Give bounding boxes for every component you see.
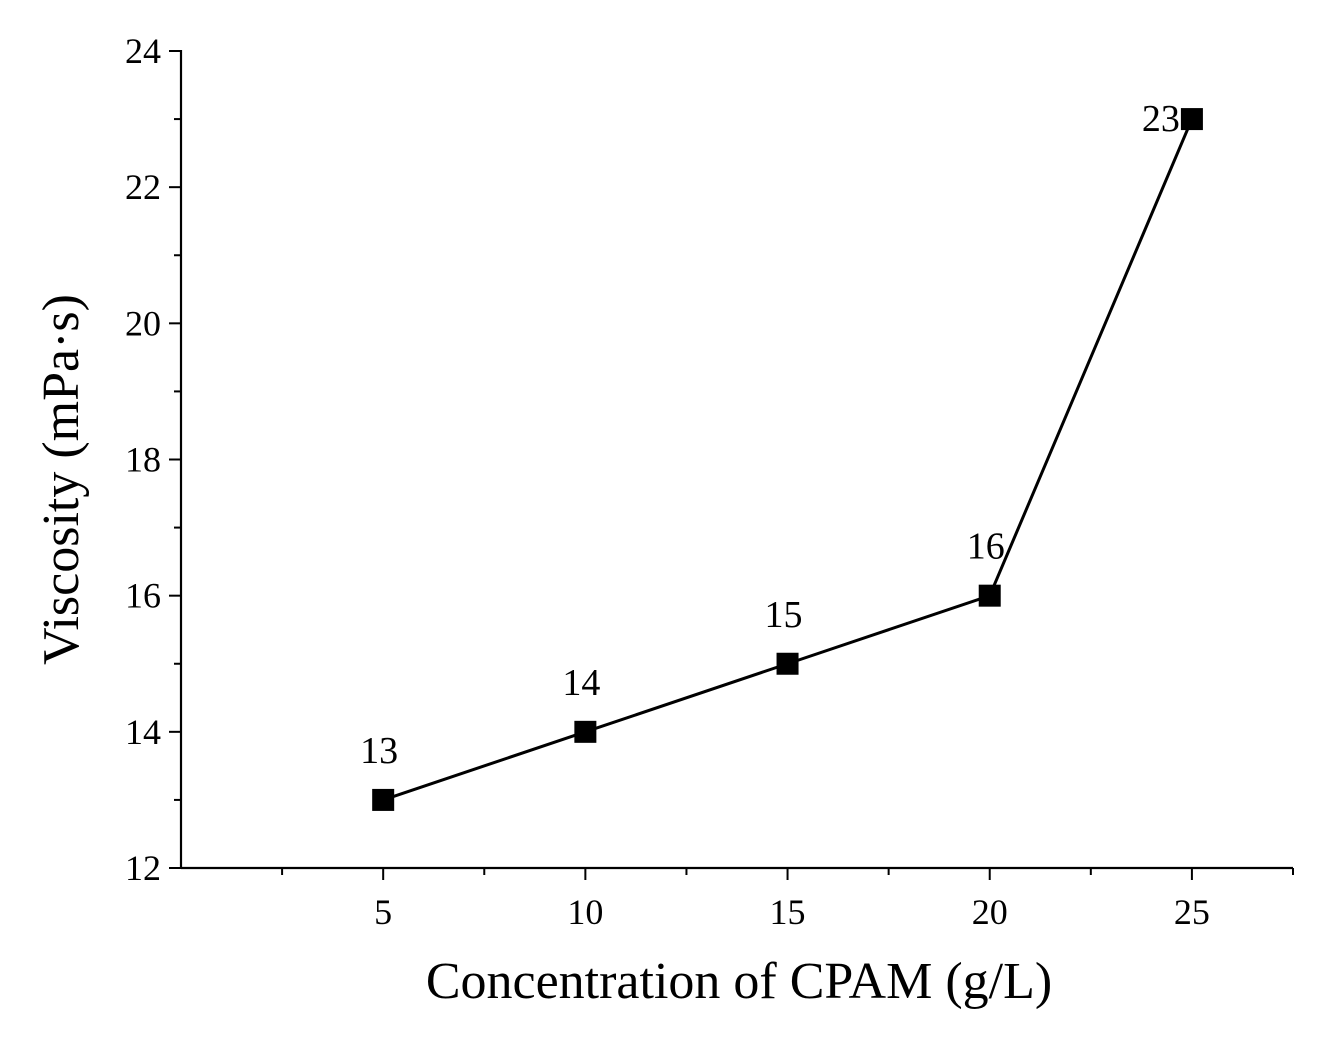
x-ticks: 5 10 15 20 25 (281, 868, 1294, 932)
x-tick-label: 25 (1174, 892, 1210, 932)
y-tick-label: 24 (125, 31, 161, 71)
y-tick-label: 14 (125, 712, 161, 752)
data-point-marker (1180, 108, 1203, 131)
y-axis-title: Viscosity (mPa·s) (33, 294, 90, 665)
data-point-marker (776, 652, 799, 675)
data-point-marker (574, 720, 597, 743)
y-tick-label: 18 (125, 440, 161, 480)
data-label: 13 (360, 730, 398, 772)
x-axis-title: Concentration of CPAM (g/L) (426, 953, 1052, 1010)
x-tick-label: 5 (374, 892, 392, 932)
series-layer: 13 14 15 16 23 (360, 98, 1203, 811)
data-label: 14 (562, 662, 600, 704)
y-tick-label: 16 (125, 576, 161, 616)
data-label: 15 (765, 594, 803, 636)
data-label: 16 (967, 526, 1005, 568)
y-tick-label: 12 (125, 848, 161, 888)
x-tick-label: 15 (770, 892, 806, 932)
y-tick-label: 22 (125, 167, 161, 207)
data-point-marker (978, 584, 1001, 607)
y-ticks: 12 14 16 18 20 22 24 (125, 31, 181, 888)
x-tick-label: 10 (567, 892, 603, 932)
y-tick-label: 20 (125, 303, 161, 343)
axes (179, 50, 1293, 870)
series-line (382, 118, 1194, 802)
data-point-marker (372, 788, 395, 811)
data-label: 23 (1142, 98, 1180, 140)
x-tick-label: 20 (972, 892, 1008, 932)
